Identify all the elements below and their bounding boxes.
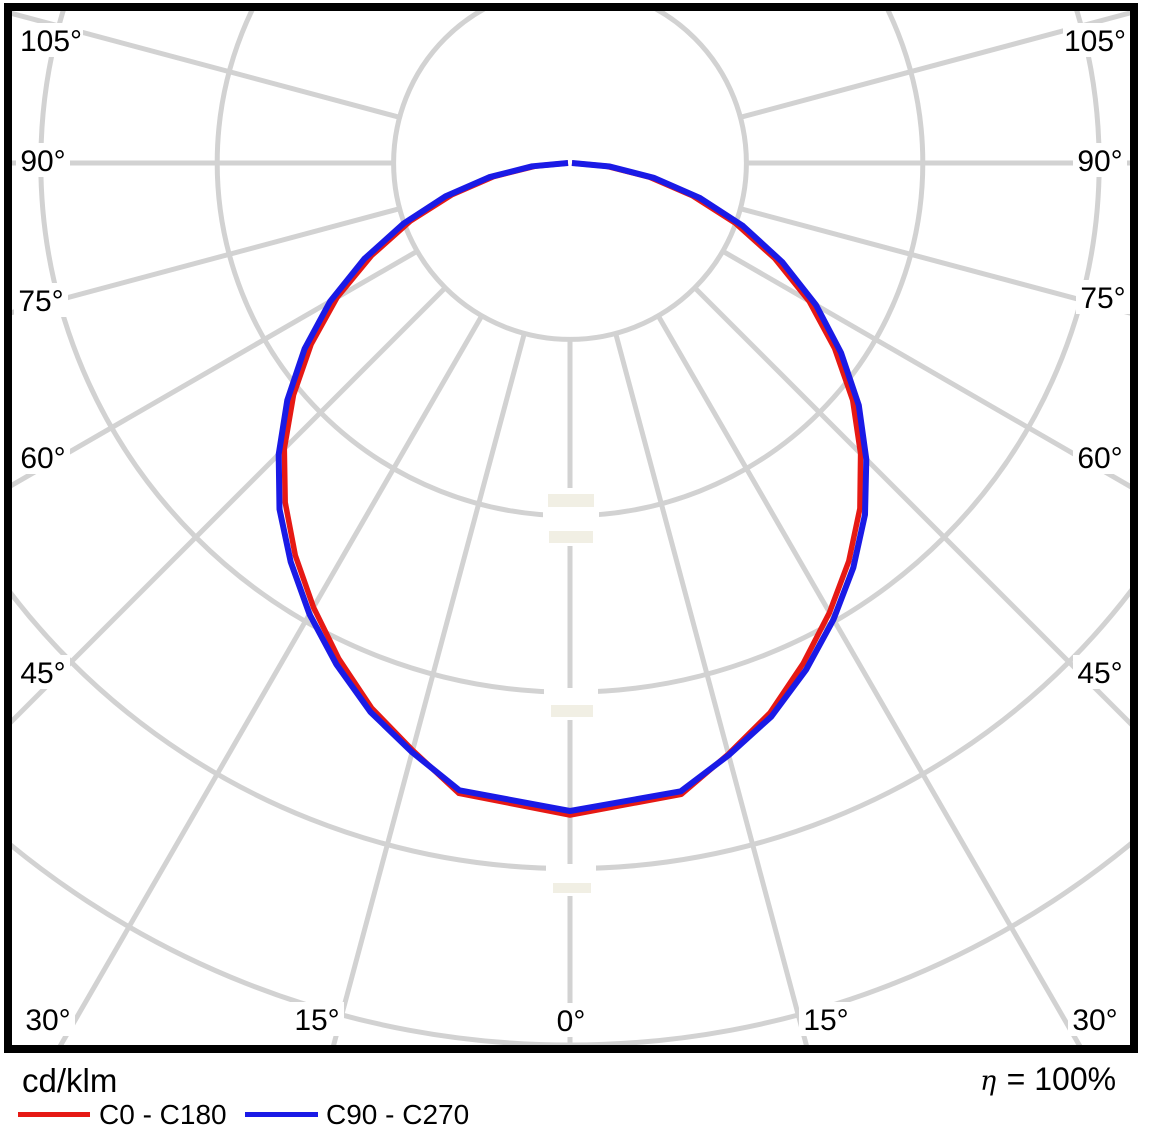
plot-border xyxy=(4,3,1138,1053)
angle-label-knockout xyxy=(16,655,70,689)
polar-grid-spoke xyxy=(656,314,1083,1045)
angle-label: 60° xyxy=(20,442,65,475)
axis-label-smudge xyxy=(549,531,593,543)
angle-label-knockout xyxy=(1068,1002,1122,1036)
curve-c90-c270 xyxy=(275,160,870,814)
angle-label-knockout xyxy=(1073,143,1127,177)
angle-label-knockout xyxy=(551,1003,591,1037)
polar-grid-spoke xyxy=(721,249,1130,490)
polar-grid-spoke xyxy=(613,332,809,1045)
polar-grid-spoke xyxy=(12,285,448,725)
angle-label: 30° xyxy=(25,1004,70,1037)
angle-label: 0° xyxy=(557,1005,586,1038)
angle-label-knockout xyxy=(1073,440,1127,474)
angle-label: 30° xyxy=(1072,1004,1117,1037)
polar-grid-ring xyxy=(391,11,749,342)
angle-label-knockout xyxy=(19,23,83,57)
legend-swatch-c90-c270 xyxy=(245,1112,318,1117)
polar-grid-ring xyxy=(12,587,1130,871)
angle-label: 90° xyxy=(1077,145,1122,178)
axis-label-smudge xyxy=(548,494,594,507)
polar-grid-spoke xyxy=(12,11,401,120)
angle-label-knockout xyxy=(21,1002,75,1036)
curve-c0-c180 xyxy=(281,160,864,818)
axis-label-smudge xyxy=(551,705,593,717)
angle-label-knockout xyxy=(16,440,70,474)
angle-label: 90° xyxy=(20,145,65,178)
angle-label: 15° xyxy=(294,1004,339,1037)
angle-label: 15° xyxy=(803,1004,848,1037)
angle-label-knockout xyxy=(1073,655,1127,689)
angle-label: 75° xyxy=(18,285,63,318)
legend-label-c0-c180: C0 - C180 xyxy=(99,1099,227,1130)
polar-grid-spoke xyxy=(739,11,1130,120)
angle-label-knockout xyxy=(1063,23,1127,57)
efficiency-text: η = 100% xyxy=(980,1061,1116,1098)
polar-grid-spoke xyxy=(331,332,527,1045)
polar-grid-spoke xyxy=(57,314,484,1045)
angle-label: 45° xyxy=(1077,657,1122,690)
polar-grid-spoke xyxy=(12,206,401,316)
angle-label: 105° xyxy=(20,25,82,58)
polar-grid-spoke xyxy=(739,206,1130,316)
angle-label-knockout xyxy=(1076,280,1130,314)
legend-label-c90-c270: C90 - C270 xyxy=(326,1099,470,1130)
angle-label: 60° xyxy=(1077,442,1122,475)
angle-label: 45° xyxy=(20,657,65,690)
angle-label-knockout xyxy=(799,1002,853,1036)
angle-label: 105° xyxy=(1064,25,1126,58)
polar-grid xyxy=(12,11,1130,1045)
polar-grid-spoke xyxy=(692,285,1130,727)
eta-symbol: η xyxy=(980,1066,997,1097)
axis-label-smudge xyxy=(553,883,591,893)
angle-label-knockout xyxy=(16,143,70,177)
angle-label-knockout xyxy=(290,1002,344,1036)
angle-label: 75° xyxy=(1080,282,1125,315)
angle-label-knockout xyxy=(14,283,68,317)
units-label: cd/klm xyxy=(22,1062,118,1099)
polar-chart: 105° 90° 75° 60° 45° 105° 90° 75° 60° 45° 30° 15° 0°… xyxy=(4,3,1138,1053)
polar-grid-spoke xyxy=(12,249,419,489)
legend-strip: cd/klm C0 - C180 C90 - C270 η = 100% xyxy=(0,1057,1164,1143)
legend-swatch-c0-c180 xyxy=(18,1112,90,1117)
eta-value: = 100% xyxy=(1006,1061,1117,1097)
